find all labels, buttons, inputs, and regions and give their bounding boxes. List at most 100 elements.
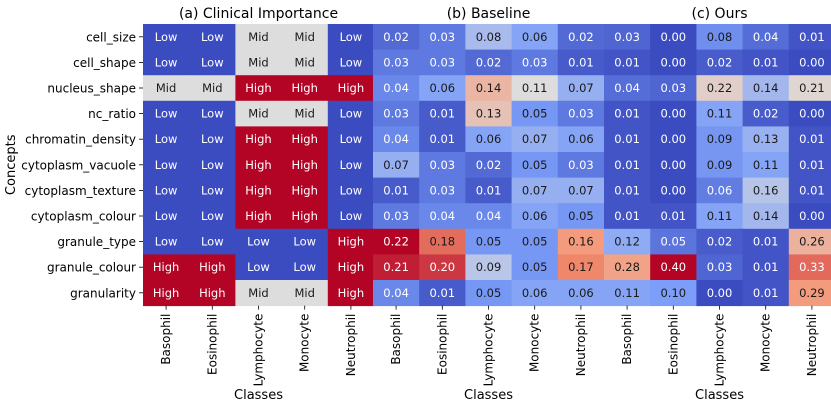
heatmap-cell — [557, 177, 605, 204]
cell-value-label: 0.21 — [383, 260, 409, 274]
cell-value-label: Low — [155, 235, 178, 249]
cell-value-label: 0.04 — [383, 132, 409, 146]
cell-value-label: 0.05 — [522, 235, 548, 249]
cell-value-label: 0.01 — [429, 286, 455, 300]
cell-value-label: 0.06 — [429, 81, 455, 95]
cell-value-label: 0.02 — [383, 30, 409, 44]
cell-value-label: High — [291, 209, 317, 223]
heatmap-cell — [465, 100, 513, 127]
col-label-neutrophil: Neutrophil — [344, 314, 358, 377]
heatmap-cell — [235, 49, 283, 76]
heatmap-cell — [557, 228, 605, 255]
cell-value-label: High — [291, 183, 317, 197]
cell-value-label: 0.04 — [753, 30, 779, 44]
heatmap-cell — [143, 126, 190, 153]
cell-value-label: High — [338, 235, 364, 249]
cell-value-label: 0.03 — [383, 55, 409, 69]
heatmap-cell — [696, 254, 744, 281]
heatmap-cell — [419, 228, 466, 255]
heatmap-cell — [189, 254, 236, 281]
heatmap-cell — [281, 280, 329, 307]
heatmap-cell — [788, 254, 831, 281]
cell-value-label: 0.26 — [799, 235, 825, 249]
cell-value-label: 0.11 — [614, 286, 640, 300]
heatmap-cell — [557, 126, 605, 153]
cell-value-label: Low — [201, 107, 224, 121]
heatmap-cell — [604, 49, 651, 76]
heatmap-cell — [419, 152, 466, 179]
col-label-eosinophil: Eosinophil — [666, 314, 680, 375]
col-label-eosinophil: Eosinophil — [435, 314, 449, 375]
heatmap-cell — [511, 49, 559, 76]
heatmap-cell — [419, 24, 466, 51]
heatmap-cell — [604, 75, 651, 102]
heatmap-cell — [189, 24, 236, 51]
heatmap-cell — [511, 203, 559, 230]
heatmap-cell — [557, 254, 605, 281]
cell-value-label: 0.02 — [568, 30, 594, 44]
cell-value-label: High — [199, 286, 225, 300]
heatmap-cell — [788, 280, 831, 307]
cell-value-label: 0.03 — [568, 158, 594, 172]
heatmap-cell — [788, 24, 831, 51]
heatmap-cell — [327, 75, 375, 102]
row-label-granule_type: granule_type — [57, 235, 136, 249]
col-label-monocyte: Monocyte — [528, 314, 542, 372]
heatmap-cell — [281, 177, 329, 204]
heatmap-cell — [327, 228, 375, 255]
cell-value-label: 0.03 — [614, 30, 640, 44]
heatmap-cell — [788, 100, 831, 127]
heatmap-cell — [419, 49, 466, 76]
heatmap-cell — [419, 126, 466, 153]
cell-value-label: 0.17 — [568, 260, 594, 274]
cell-value-label: 0.13 — [476, 107, 502, 121]
x-axis-label-0: Classes — [234, 388, 283, 403]
heatmap-cell — [327, 126, 375, 153]
heatmap-cell — [465, 203, 513, 230]
cell-value-label: 0.11 — [707, 107, 733, 121]
cell-value-label: 0.03 — [429, 183, 455, 197]
cell-value-label: 0.04 — [614, 81, 640, 95]
heatmap-cell — [189, 228, 236, 255]
heatmap-cell — [557, 280, 605, 307]
cell-value-label: 0.01 — [614, 55, 640, 69]
heatmap-cell — [742, 254, 790, 281]
cell-value-label: Low — [155, 158, 178, 172]
cell-value-label: Low — [155, 209, 178, 223]
cell-value-label: 0.06 — [568, 132, 594, 146]
cell-value-label: 0.01 — [753, 286, 779, 300]
cell-value-label: Low — [340, 30, 363, 44]
cell-value-label: High — [153, 260, 179, 274]
cell-value-label: 0.04 — [476, 209, 502, 223]
cell-value-label: Mid — [248, 55, 268, 69]
heatmap-cell — [189, 126, 236, 153]
cell-value-label: 0.06 — [476, 132, 502, 146]
cell-value-label: 0.01 — [383, 183, 409, 197]
heatmap-cell — [604, 24, 651, 51]
heatmap-cell — [281, 254, 329, 281]
heatmap-cell — [189, 203, 236, 230]
heatmap-cell — [327, 203, 375, 230]
heatmap-cell — [373, 177, 420, 204]
cell-value-label: Low — [155, 132, 178, 146]
cell-value-label: 0.14 — [476, 81, 502, 95]
cell-value-label: Low — [247, 235, 270, 249]
cell-value-label: 0.00 — [660, 183, 686, 197]
cell-value-label: 0.07 — [568, 183, 594, 197]
heatmap-cell — [696, 152, 744, 179]
cell-value-label: 0.07 — [568, 81, 594, 95]
cell-value-label: 0.14 — [753, 81, 779, 95]
heatmap-cell — [373, 280, 420, 307]
cell-value-label: 0.22 — [707, 81, 733, 95]
heatmap-cell — [788, 177, 831, 204]
heatmap-cell — [788, 228, 831, 255]
heatmap-cell — [143, 100, 190, 127]
heatmap-cell — [696, 280, 744, 307]
cell-value-label: Low — [201, 55, 224, 69]
heatmap-cell — [327, 100, 375, 127]
col-label-lymphocyte: Lymphocyte — [252, 314, 266, 387]
cell-value-label: 0.05 — [476, 235, 502, 249]
col-label-eosinophil: Eosinophil — [205, 314, 219, 375]
cell-value-label: 0.03 — [383, 209, 409, 223]
cell-value-label: Mid — [248, 107, 268, 121]
